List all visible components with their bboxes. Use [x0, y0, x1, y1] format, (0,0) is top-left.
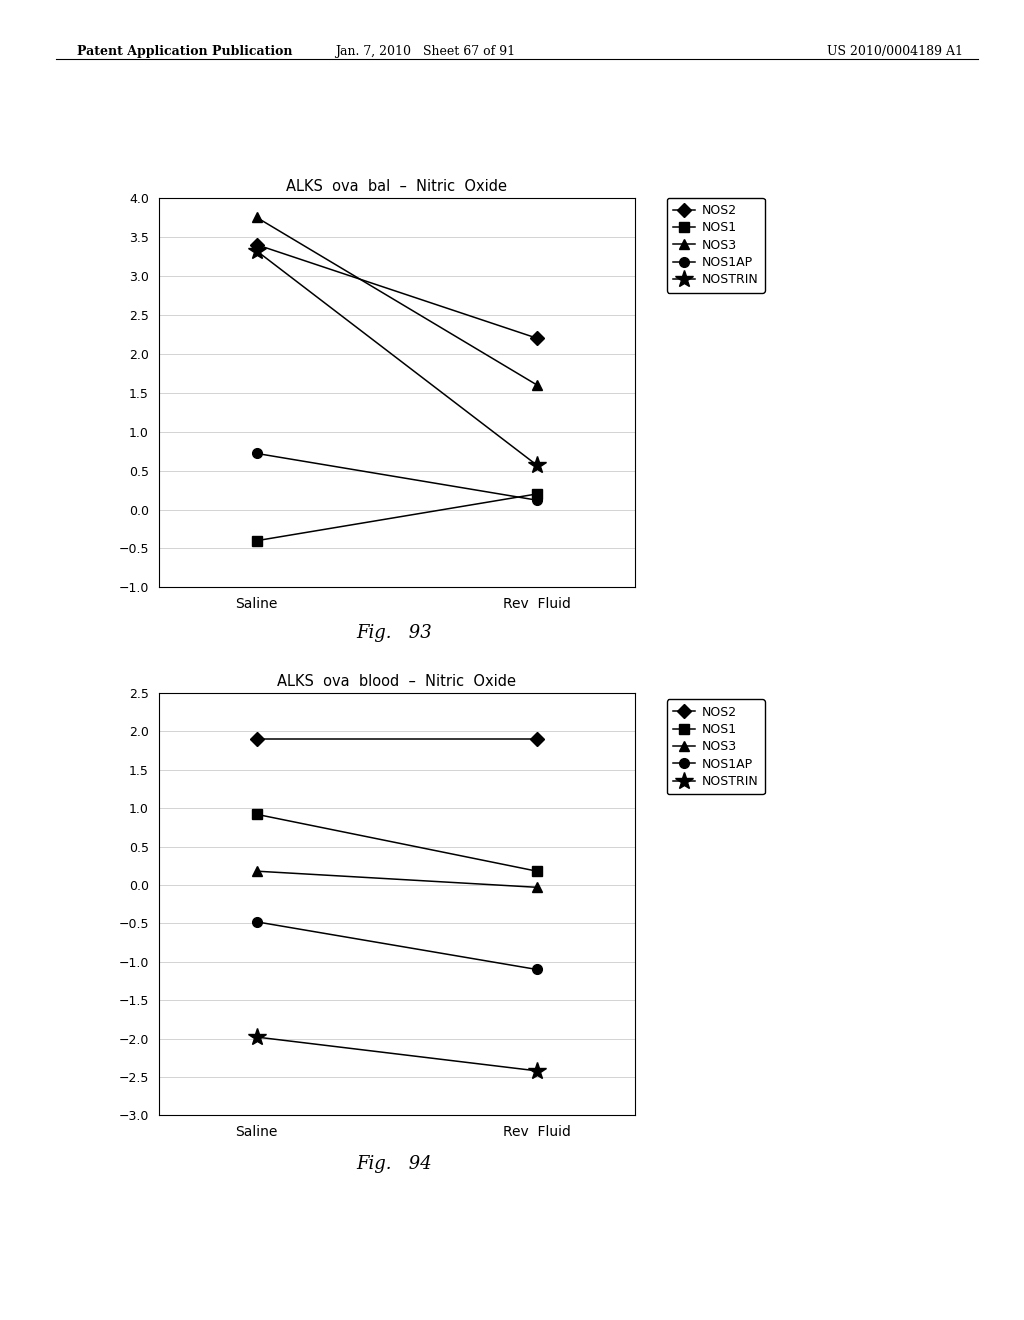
Text: Jan. 7, 2010   Sheet 67 of 91: Jan. 7, 2010 Sheet 67 of 91 [335, 45, 515, 58]
Text: US 2010/0004189 A1: US 2010/0004189 A1 [826, 45, 963, 58]
Text: Fig.   94: Fig. 94 [356, 1155, 432, 1173]
Text: Patent Application Publication: Patent Application Publication [77, 45, 292, 58]
Text: Fig.   93: Fig. 93 [356, 624, 432, 643]
Title: ALKS  ova  blood  –  Nitric  Oxide: ALKS ova blood – Nitric Oxide [278, 675, 516, 689]
Legend: NOS2, NOS1, NOS3, NOS1AP, NOSTRIN: NOS2, NOS1, NOS3, NOS1AP, NOSTRIN [667, 198, 765, 293]
Legend: NOS2, NOS1, NOS3, NOS1AP, NOSTRIN: NOS2, NOS1, NOS3, NOS1AP, NOSTRIN [667, 700, 765, 795]
Title: ALKS  ova  bal  –  Nitric  Oxide: ALKS ova bal – Nitric Oxide [287, 180, 507, 194]
